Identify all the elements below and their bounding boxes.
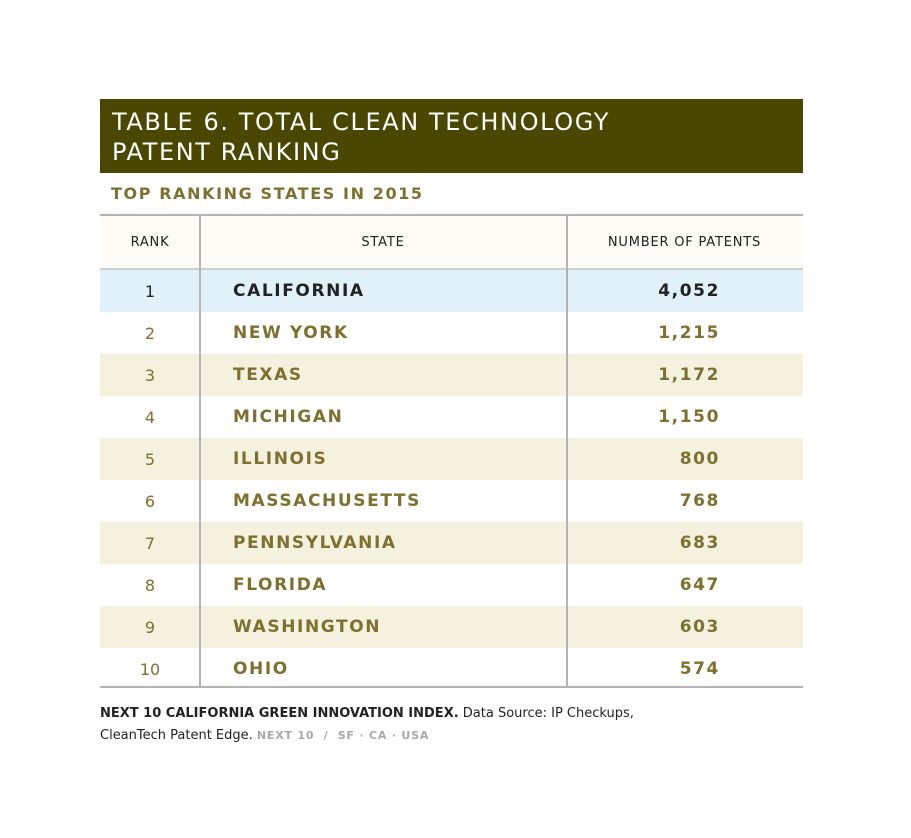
rank-cell: 5 [144, 449, 156, 469]
rank-cell: 3 [144, 365, 156, 385]
table-row: 9 WASHINGTON 603 [100, 606, 803, 648]
patents-cell: 574 [679, 659, 720, 679]
rank-cell: 8 [144, 575, 156, 595]
rank-cell: 2 [144, 323, 156, 343]
table-subtitle: TOP RANKING STATES IN 2015 [111, 184, 424, 203]
table-header-row: RANK STATE NUMBER OF PATENTS [100, 216, 803, 270]
table-row: 1 CALIFORNIA 4,052 [100, 270, 803, 312]
patents-cell: 1,150 [658, 407, 720, 427]
state-cell: MASSACHUSETTS [233, 491, 421, 511]
table-row: 6 MASSACHUSETTS 768 [100, 480, 803, 522]
table-title-box: TABLE 6. TOTAL CLEAN TECHNOLOGY PATENT R… [100, 99, 803, 173]
top-rule [100, 214, 803, 216]
table-title-line-1: TABLE 6. TOTAL CLEAN TECHNOLOGY [112, 108, 610, 136]
source-note-line-2: CleanTech Patent Edge. NEXT 10 / SF · CA… [100, 725, 803, 747]
patents-cell: 683 [679, 533, 720, 553]
patents-cell: 1,172 [658, 365, 720, 385]
state-cell: NEW YORK [233, 323, 349, 343]
patents-cell: 1,215 [658, 323, 720, 343]
patents-cell: 4,052 [658, 281, 720, 301]
state-cell: TEXAS [233, 365, 303, 385]
column-divider-rank [199, 216, 201, 688]
header-patents: NUMBER OF PATENTS [607, 234, 762, 250]
source-note: NEXT 10 CALIFORNIA GREEN INNOVATION INDE… [100, 703, 803, 747]
state-cell: WASHINGTON [233, 617, 382, 637]
table-row: 3 TEXAS 1,172 [100, 354, 803, 396]
state-cell: FLORIDA [233, 575, 328, 595]
table-row: 2 NEW YORK 1,215 [100, 312, 803, 354]
table-row: 10 OHIO 574 [100, 648, 803, 690]
rank-cell: 10 [139, 659, 161, 679]
state-cell: PENNSYLVANIA [233, 533, 397, 553]
rank-cell: 4 [144, 407, 156, 427]
rank-cell: 7 [144, 533, 156, 553]
patents-cell: 603 [679, 617, 720, 637]
patents-cell: 647 [679, 575, 720, 595]
state-cell: ILLINOIS [233, 449, 328, 469]
table-row: 7 PENNSYLVANIA 683 [100, 522, 803, 564]
rank-cell: 6 [144, 491, 156, 511]
rank-cell: 9 [144, 617, 156, 637]
data-source: Data Source: IP Checkups, [462, 706, 634, 721]
index-name: NEXT 10 CALIFORNIA GREEN INNOVATION INDE… [100, 706, 459, 721]
table-row: 5 ILLINOIS 800 [100, 438, 803, 480]
ranking-table: RANK STATE NUMBER OF PATENTS 1 CALIFORNI… [100, 216, 803, 690]
source-note-line-1: NEXT 10 CALIFORNIA GREEN INNOVATION INDE… [100, 703, 803, 725]
table-row: 4 MICHIGAN 1,150 [100, 396, 803, 438]
header-state: STATE [361, 234, 405, 250]
rank-cell: 1 [144, 281, 156, 301]
table-row: 8 FLORIDA 647 [100, 564, 803, 606]
data-source-continued: CleanTech Patent Edge. [100, 728, 253, 743]
header-rank: RANK [130, 234, 170, 250]
state-cell: MICHIGAN [233, 407, 344, 427]
state-cell: CALIFORNIA [233, 281, 365, 301]
patents-cell: 768 [679, 491, 720, 511]
state-cell: OHIO [233, 659, 289, 679]
publisher-credit: NEXT 10 / SF · CA · USA [256, 729, 430, 742]
patents-cell: 800 [679, 449, 720, 469]
bottom-rule [100, 686, 803, 688]
column-divider-state [566, 216, 568, 688]
table-title-line-2: PATENT RANKING [112, 138, 342, 166]
